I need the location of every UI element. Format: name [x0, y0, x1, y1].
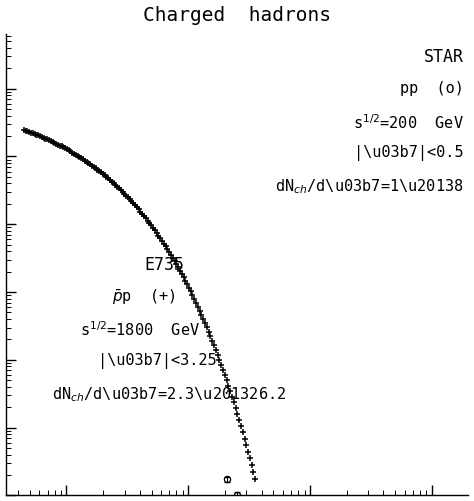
Text: s$^{1/2}$=1800  GeV: s$^{1/2}$=1800 GeV: [80, 320, 200, 339]
Text: STAR: STAR: [424, 48, 464, 66]
Text: dN$_{ch}$/d\u03b7=1\u20138: dN$_{ch}$/d\u03b7=1\u20138: [275, 177, 464, 196]
Text: |\u03b7|<3.25: |\u03b7|<3.25: [98, 353, 217, 369]
Text: $\bar{p}$p  (+): $\bar{p}$p (+): [112, 288, 175, 307]
Text: s$^{1/2}$=200  GeV: s$^{1/2}$=200 GeV: [353, 113, 464, 132]
Text: pp  (o): pp (o): [400, 81, 464, 96]
Text: E735: E735: [145, 256, 184, 274]
Text: |\u03b7|<0.5: |\u03b7|<0.5: [355, 145, 464, 161]
Text: dN$_{ch}$/d\u03b7=2.3\u201326.2: dN$_{ch}$/d\u03b7=2.3\u201326.2: [52, 385, 286, 403]
Title: Charged  hadrons: Charged hadrons: [143, 6, 331, 25]
